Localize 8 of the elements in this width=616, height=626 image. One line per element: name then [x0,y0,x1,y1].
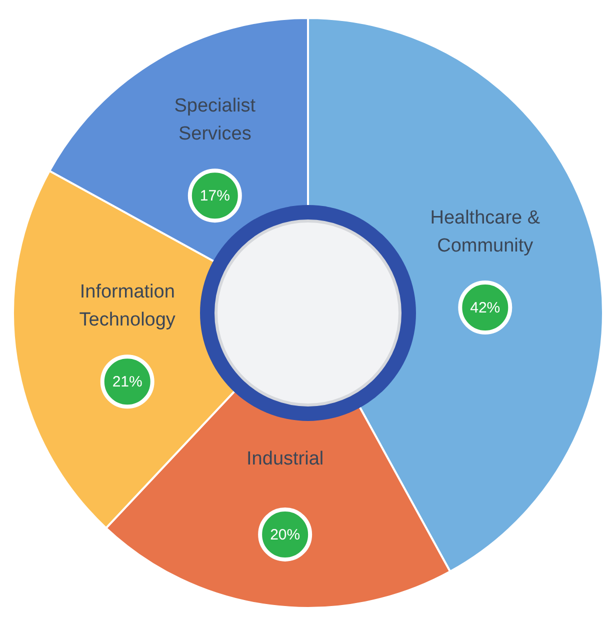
slice-label: Specialist Services [174,96,256,145]
data-label: 17% [200,188,230,205]
data-label: 21% [112,374,142,391]
slice-label: Information Technology [79,282,176,331]
slice-label: Healthcare & Community [430,208,540,257]
data-label: 20% [270,526,300,544]
data-label: 42% [470,300,500,317]
slice-label: Industrial [246,448,324,470]
